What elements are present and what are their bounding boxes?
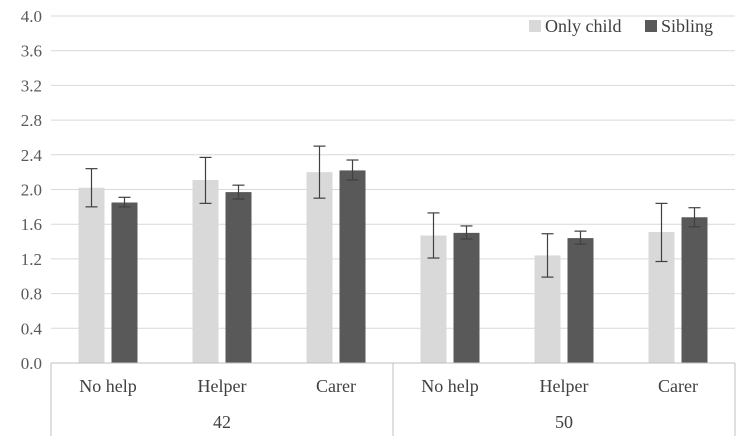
legend-swatch bbox=[529, 20, 541, 32]
y-tick-label: 0.8 bbox=[21, 285, 42, 304]
legend-swatch bbox=[645, 20, 657, 32]
bar bbox=[78, 187, 105, 363]
legend: Only child Sibling bbox=[529, 16, 713, 36]
x-category-label: Carer bbox=[316, 376, 356, 396]
bar bbox=[453, 232, 480, 363]
y-tick-label: 0.0 bbox=[21, 354, 42, 373]
x-axis-category-labels: No help Helper Carer No help Helper Carer 42 50 bbox=[79, 376, 698, 432]
legend-label: Only child bbox=[545, 16, 622, 36]
bar bbox=[225, 192, 252, 363]
x-category-label: No help bbox=[421, 376, 479, 396]
x-category-label: Carer bbox=[658, 376, 698, 396]
x-category-label: Helper bbox=[540, 376, 589, 396]
bars bbox=[78, 170, 708, 363]
y-tick-label: 3.6 bbox=[21, 42, 42, 61]
y-tick-label: 3.2 bbox=[21, 76, 42, 95]
y-tick-label: 0.4 bbox=[21, 319, 43, 338]
bar bbox=[681, 217, 708, 363]
y-tick-label: 1.2 bbox=[21, 250, 42, 269]
x-group-label: 50 bbox=[555, 412, 573, 432]
x-axis bbox=[50, 362, 736, 436]
bar bbox=[339, 170, 366, 363]
y-axis-tick-labels: 0.0 0.4 0.8 1.2 1.6 2.0 2.4 2.8 3.2 3.6 4.0 bbox=[21, 7, 43, 373]
error-bars bbox=[85, 145, 701, 278]
y-tick-label: 4.0 bbox=[21, 7, 42, 26]
x-category-label: No help bbox=[79, 376, 137, 396]
bar bbox=[192, 179, 219, 363]
x-category-label: Helper bbox=[198, 376, 247, 396]
bar bbox=[111, 202, 138, 363]
y-tick-label: 2.8 bbox=[21, 111, 42, 130]
legend-label: Sibling bbox=[661, 16, 713, 36]
y-tick-label: 1.6 bbox=[21, 215, 42, 234]
x-group-label: 42 bbox=[213, 412, 231, 432]
y-tick-label: 2.0 bbox=[21, 181, 42, 200]
gridlines bbox=[51, 15, 735, 329]
bar bbox=[567, 238, 594, 363]
bar bbox=[306, 172, 333, 363]
y-tick-label: 2.4 bbox=[21, 146, 43, 165]
